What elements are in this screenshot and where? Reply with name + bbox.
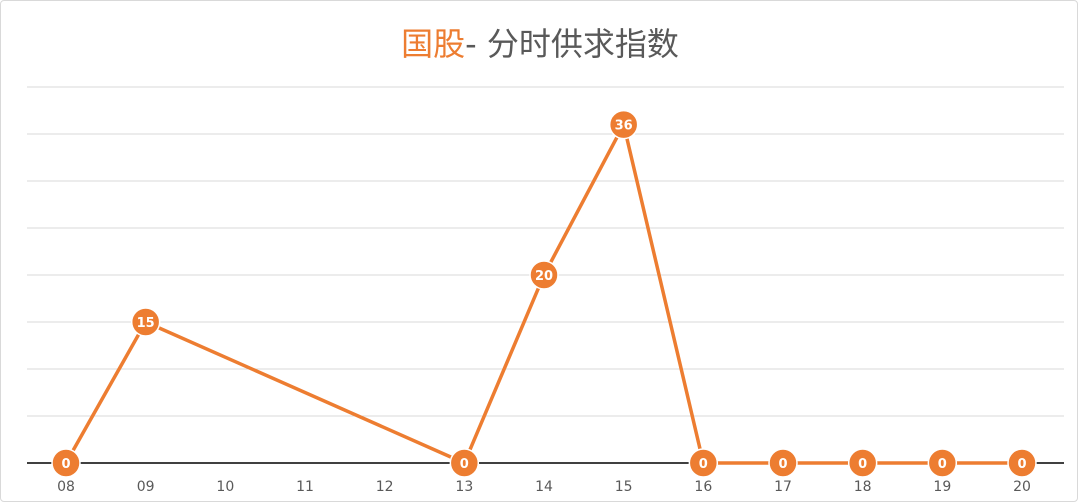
chart-title-accent: 国股 (401, 25, 466, 63)
data-label: 0 (858, 457, 867, 472)
data-label: 0 (938, 457, 947, 472)
data-label: 0 (699, 457, 708, 472)
x-tick-label: 13 (455, 479, 473, 495)
x-tick-label: 20 (1013, 479, 1031, 495)
chart-title: 国股- 分时供求指数 (0, 22, 1080, 66)
data-point (51, 448, 81, 478)
x-tick-label: 14 (535, 479, 553, 495)
data-label: 0 (61, 457, 70, 472)
data-point (768, 448, 798, 478)
x-tick-label: 12 (376, 479, 394, 495)
x-tick-label: 08 (57, 479, 75, 495)
x-tick-label: 17 (774, 479, 792, 495)
data-point (449, 448, 480, 478)
data-point (927, 448, 958, 478)
data-point (847, 448, 878, 478)
data-point (529, 260, 559, 290)
x-tick-label: 11 (296, 479, 314, 495)
series-line (64, 119, 1022, 466)
data-label: 0 (1017, 457, 1026, 472)
data-point (688, 448, 719, 478)
data-point (1007, 448, 1037, 478)
data-label: 0 (460, 457, 469, 472)
data-label: 20 (535, 269, 553, 284)
data-point (608, 109, 639, 140)
data-label: 15 (137, 316, 155, 331)
x-tick-label: 10 (216, 479, 234, 495)
chart-title-rest: - 分时供求指数 (465, 25, 679, 63)
x-tick-label: 19 (933, 479, 951, 495)
x-tick-label: 15 (615, 479, 633, 495)
data-label: 36 (615, 119, 633, 134)
x-tick-label: 16 (694, 479, 712, 495)
data-point (130, 307, 161, 337)
x-tick-label: 09 (137, 479, 155, 495)
data-label: 0 (778, 457, 787, 472)
x-tick-label: 18 (854, 479, 872, 495)
